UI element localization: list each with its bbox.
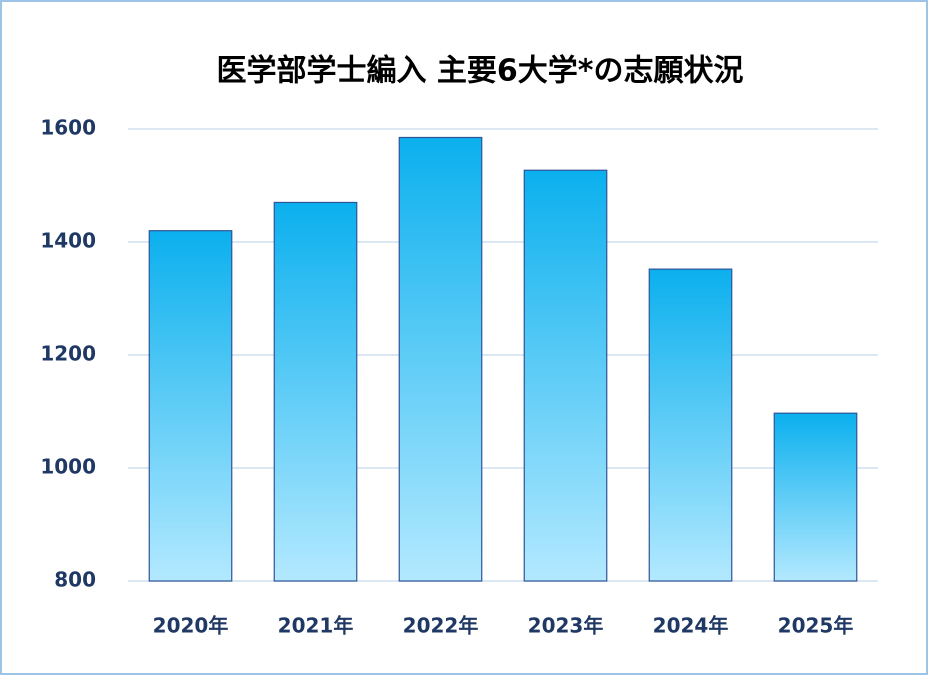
y-tick-label: 800 [54, 568, 96, 592]
y-tick-label: 1000 [40, 455, 96, 479]
y-tick-label: 1400 [40, 229, 96, 253]
bar [773, 412, 858, 582]
bar [148, 230, 233, 582]
chart-title: 医学部学士編入 主要6大学*の志願状況 [216, 54, 743, 89]
x-tick-label: 2024年 [653, 614, 729, 638]
bar [398, 136, 483, 582]
x-tick-label: 2023年 [528, 614, 604, 638]
x-tick-label: 2022年 [403, 614, 479, 638]
x-tick-label: 2020年 [153, 614, 229, 638]
y-tick-label: 1600 [40, 116, 96, 140]
x-tick-label: 2021年 [278, 614, 354, 638]
bar [273, 201, 358, 582]
x-tick-label: 2025年 [778, 614, 854, 638]
bar [523, 169, 608, 582]
bar [648, 268, 733, 582]
y-tick-label: 1200 [40, 342, 96, 366]
